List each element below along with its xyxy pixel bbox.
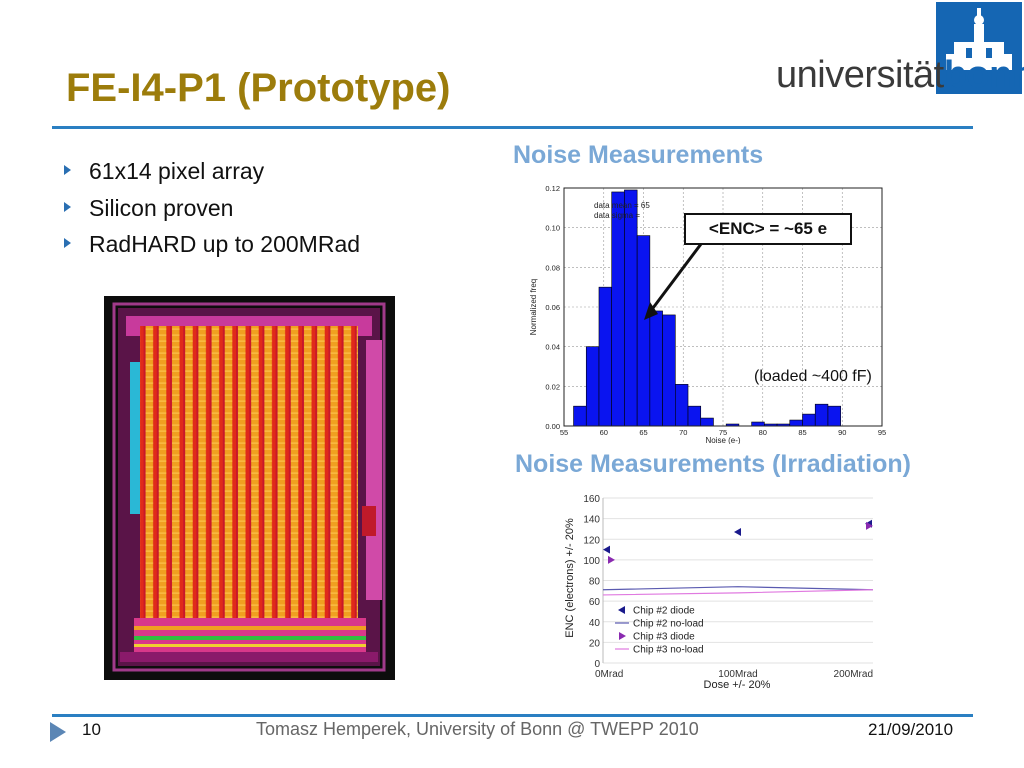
y-tick-label: 0.06	[545, 303, 560, 312]
bullet-arrow-icon	[64, 238, 71, 248]
y-tick-label: 20	[589, 638, 601, 649]
x-tick-label: 80	[759, 428, 767, 437]
y-tick-label: 120	[583, 535, 600, 546]
footer-text: Tomasz Hemperek, University of Bonn @ TW…	[256, 719, 699, 739]
y-tick-label: 80	[589, 577, 601, 588]
logo-word-a: universität	[776, 54, 944, 96]
slide-title: FE-I4-P1 (Prototype)	[66, 66, 451, 110]
logo-building-icon	[946, 8, 1012, 70]
y-tick-label: 0	[594, 659, 600, 670]
x-axis-label: Noise (e-)	[705, 436, 740, 444]
bullet-text: 61x14 pixel array	[89, 158, 265, 184]
y-tick-label: 60	[589, 597, 601, 608]
legend-swatch	[619, 632, 626, 640]
histogram-bar	[649, 310, 663, 427]
x-axis-label: Dose +/- 20%	[704, 679, 771, 691]
footer-date: 21/09/2010	[868, 720, 954, 739]
irradiation-chart: 0 20 40 60 80 100 120 140 160 0Mrad 100Mrad 200Mra…	[557, 488, 877, 694]
x-tick-labels: 0Mrad 100Mrad 200Mrad	[595, 669, 873, 680]
y-tick-label: 40	[589, 618, 601, 629]
loaded-note: (loaded ~400 fF)	[754, 368, 872, 385]
bullet-arrow-icon	[64, 202, 71, 212]
histogram-bar	[662, 314, 676, 427]
footer-divider	[52, 714, 973, 717]
chart-grid	[602, 497, 873, 664]
page-number: 10	[82, 720, 101, 739]
x-tick-label: 85	[798, 428, 806, 437]
series-point	[608, 555, 615, 564]
x-tick-label: 75	[719, 428, 727, 437]
y-tick-label: 100	[583, 556, 600, 567]
histogram-bar	[585, 346, 600, 427]
histogram-bar	[827, 405, 841, 427]
histogram-bar	[802, 413, 816, 427]
x-tick-label: 200Mrad	[834, 669, 873, 680]
histogram-bar	[700, 417, 714, 427]
logo-word-b: bonn	[943, 54, 1024, 96]
histogram-bar	[789, 419, 803, 427]
chip-layout-image	[104, 296, 395, 680]
histogram-bar	[814, 403, 829, 427]
footer-arrow-icon	[50, 722, 66, 742]
university-logo	[936, 2, 1022, 94]
callout-arrowhead-icon	[644, 302, 658, 320]
y-tick-labels: 0 20 40 60 80 100 120 140 160	[583, 494, 600, 670]
histogram-bar	[687, 405, 702, 427]
series-point	[734, 528, 741, 537]
series-line	[602, 586, 874, 591]
y-tick-label: 0.02	[545, 382, 560, 391]
bullet-arrow-icon	[64, 165, 71, 175]
histogram-bar	[611, 191, 625, 427]
bullet-text: Silicon proven	[89, 195, 234, 221]
bullet-text: RadHARD up to 200MRad	[89, 231, 361, 257]
series-point	[603, 545, 610, 554]
y-tick-label: 0.10	[545, 224, 560, 233]
legend-label: Chip #2 diode	[633, 606, 695, 617]
legend-label: Chip #3 no-load	[633, 645, 704, 656]
legend-swatch	[618, 606, 625, 614]
x-tick-label: 60	[600, 428, 608, 437]
y-tick-label: 0.04	[545, 343, 560, 352]
legend-label: Chip #2 no-load	[633, 619, 704, 630]
enc-callout: <ENC> = ~65 e	[684, 213, 852, 245]
histogram-bar	[598, 286, 613, 427]
histogram-bar	[624, 189, 638, 427]
x-tick-label: 70	[679, 428, 687, 437]
histogram-bar	[636, 235, 651, 427]
series-line	[602, 589, 874, 596]
x-tick-label: 95	[878, 428, 886, 437]
noise-heading: Noise Measurements	[513, 141, 764, 169]
y-axis-label: Normalized freq	[529, 279, 538, 335]
series-point	[866, 521, 873, 530]
logo-wordmark: universitätbonn	[776, 54, 1024, 97]
x-tick-label: 55	[560, 428, 568, 437]
y-tick-label: 0.12	[545, 184, 560, 193]
y-tick-label: 160	[583, 494, 600, 505]
title-divider	[52, 126, 973, 129]
chart-bars	[573, 189, 841, 427]
x-tick-label: 90	[838, 428, 846, 437]
chart-frame	[563, 187, 883, 427]
legend-label: Chip #3 diode	[633, 632, 695, 643]
y-tick-label: 0.00	[545, 422, 560, 431]
y-axis-label: ENC (electrons) +/- 20%	[564, 518, 576, 638]
bullet-item: RadHARD up to 200MRad	[64, 231, 360, 258]
x-tick-label: 65	[639, 428, 647, 437]
histogram-bar	[751, 421, 765, 427]
x-tick-label: 0Mrad	[595, 669, 623, 680]
histogram-bar	[675, 384, 689, 427]
x-tick-labels: 55 60 65 70 75 80 85 90 95	[560, 428, 886, 437]
irradiation-heading: Noise Measurements (Irradiation)	[515, 450, 911, 478]
legend-mean: data mean = 65	[594, 201, 650, 210]
y-tick-label: 0.08	[545, 263, 560, 272]
chart-series	[602, 519, 874, 596]
y-tick-labels: 0.00 0.02 0.04 0.06 0.08 0.10 0.12	[545, 184, 560, 431]
chart-legend: Chip #2 diode Chip #2 no-load Chip #3 diod…	[615, 606, 704, 656]
histogram-bar	[573, 405, 587, 427]
legend-sigma: data sigma =	[594, 211, 640, 220]
y-tick-label: 140	[583, 515, 600, 526]
x-tick-label: 100Mrad	[718, 669, 757, 680]
bullet-item: Silicon proven	[64, 195, 233, 222]
bullet-item: 61x14 pixel array	[64, 158, 264, 185]
